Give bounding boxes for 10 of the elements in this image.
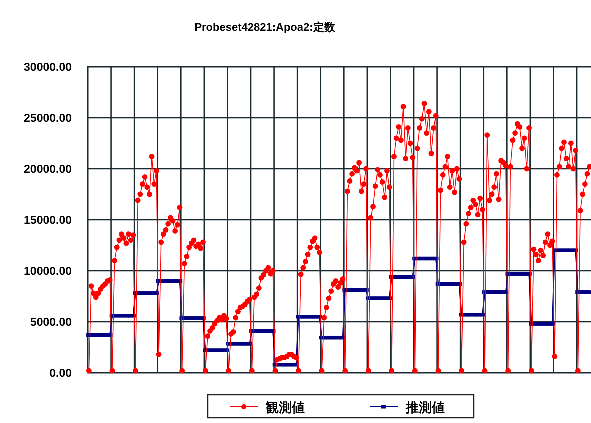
y-tick-label: 30000.00 xyxy=(24,62,72,74)
legend-label: 推測値 xyxy=(405,400,445,415)
legend-label: 観測値 xyxy=(265,400,305,415)
y-tick-label: 0.00 xyxy=(50,368,72,380)
y-tick-label: 25000.00 xyxy=(24,113,72,125)
chart-title: Probeset42821:Apoa2:定数 xyxy=(194,21,336,34)
y-tick-label: 15000.00 xyxy=(24,215,72,227)
y-tick-label: 5000.00 xyxy=(30,317,72,329)
y-tick-label: 20000.00 xyxy=(24,164,72,176)
y-tick-label: 10000.00 xyxy=(24,266,72,278)
